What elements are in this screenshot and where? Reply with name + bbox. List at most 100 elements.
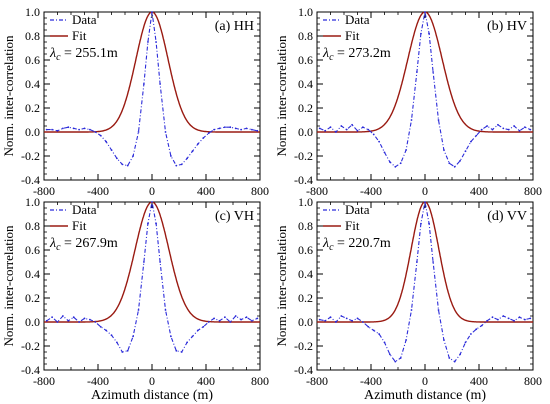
lambda-subscript: c xyxy=(329,52,334,63)
data-point xyxy=(383,151,386,154)
data-point xyxy=(362,126,364,129)
x-tick-label: 0 xyxy=(422,374,428,388)
data-point xyxy=(143,83,145,85)
y-axis-label: Norm. inter-correlation xyxy=(274,225,289,347)
y-tick-label: -0.2 xyxy=(21,339,40,353)
data-point xyxy=(507,128,510,131)
lambda-annotation: λc = 267.9m xyxy=(49,236,118,253)
data-point xyxy=(62,127,64,130)
legend-data-label: Data xyxy=(345,12,370,27)
data-point xyxy=(218,127,221,130)
legend-fit-label: Fit xyxy=(72,28,87,43)
data-point xyxy=(170,155,172,157)
data-point xyxy=(491,316,494,319)
data-point xyxy=(72,316,75,319)
lambda-symbol: λ xyxy=(322,236,329,251)
data-point xyxy=(459,159,461,162)
x-tick-label: -400 xyxy=(360,374,382,388)
legend-fit-label: Fit xyxy=(345,218,360,233)
data-point xyxy=(51,316,53,319)
data-point xyxy=(356,129,359,132)
lambda-annotation: λc = 220.7m xyxy=(322,236,391,253)
y-tick-label: 0.4 xyxy=(298,77,313,91)
data-point xyxy=(251,128,253,131)
data-point xyxy=(83,127,86,130)
data-point xyxy=(416,71,418,73)
legend-fit-label: Fit xyxy=(345,28,360,43)
y-tick-label: -0.2 xyxy=(21,149,40,163)
data-point xyxy=(137,309,140,311)
data-point xyxy=(502,127,505,130)
data-point xyxy=(383,341,386,344)
data-point xyxy=(372,329,375,332)
data-point xyxy=(394,360,397,363)
lambda-value: = 220.7m xyxy=(334,236,391,251)
data-point xyxy=(480,324,483,327)
x-tick-label: 800 xyxy=(524,374,542,388)
y-tick-label: 0.6 xyxy=(25,53,40,67)
data-point xyxy=(502,315,505,317)
data-point xyxy=(51,128,53,131)
y-tick-label: -0.4 xyxy=(21,173,40,187)
data-point xyxy=(155,41,157,43)
data-point xyxy=(529,317,532,320)
data-point xyxy=(389,353,391,356)
data-point xyxy=(72,127,75,130)
y-tick-label: 0.8 xyxy=(25,29,40,43)
data-point xyxy=(89,128,91,131)
data-point xyxy=(513,125,515,127)
data-point xyxy=(121,351,124,353)
x-tick-label: 400 xyxy=(470,374,488,388)
data-point xyxy=(372,133,375,136)
lambda-value: = 255.1m xyxy=(61,46,118,61)
data-point xyxy=(175,349,178,352)
data-point xyxy=(89,318,91,321)
data-point xyxy=(524,126,526,129)
data-point xyxy=(428,32,430,35)
data-point xyxy=(356,317,359,320)
x-tick-label: -800 xyxy=(33,374,55,388)
x-tick-label: 400 xyxy=(197,184,215,198)
data-point xyxy=(245,127,248,130)
data-point xyxy=(416,261,418,263)
x-tick-label: 0 xyxy=(422,184,428,198)
data-point xyxy=(143,261,145,263)
data-point xyxy=(318,318,321,321)
data-point xyxy=(186,157,189,160)
data-point xyxy=(99,134,102,137)
data-point xyxy=(197,329,199,332)
data-point xyxy=(94,321,97,323)
x-tick-label: 0 xyxy=(149,184,155,198)
y-tick-label: 1.0 xyxy=(298,5,313,19)
data-point xyxy=(345,128,348,131)
x-tick-label: 400 xyxy=(197,374,215,388)
y-tick-label: 0.6 xyxy=(298,53,313,67)
fit-series-line xyxy=(317,202,533,323)
x-tick-label: -800 xyxy=(306,374,328,388)
lambda-symbol: λ xyxy=(322,46,329,61)
data-point xyxy=(420,32,422,35)
data-point xyxy=(155,222,157,225)
data-point xyxy=(475,328,478,331)
data-point xyxy=(132,335,135,338)
panel-title: (d) VV xyxy=(487,209,527,224)
y-tick-label: 1.0 xyxy=(25,195,40,209)
y-axis-label: Norm. inter-correlation xyxy=(1,35,16,157)
data-point xyxy=(524,318,526,321)
y-tick-label: 0.0 xyxy=(25,315,40,329)
data-point xyxy=(56,129,59,132)
data-point xyxy=(345,317,348,320)
data-point xyxy=(491,128,494,131)
data-point xyxy=(389,161,391,163)
data-point xyxy=(470,333,472,335)
data-point xyxy=(213,128,216,131)
lambda-annotation: λc = 273.2m xyxy=(322,46,391,63)
data-point xyxy=(105,329,107,332)
x-tick-label: 800 xyxy=(524,184,542,198)
data-point xyxy=(126,164,129,167)
data-point xyxy=(164,131,167,133)
data-point xyxy=(116,157,118,160)
data-point xyxy=(399,162,402,165)
data-point xyxy=(518,316,521,319)
y-tick-label: 0.0 xyxy=(298,125,313,139)
